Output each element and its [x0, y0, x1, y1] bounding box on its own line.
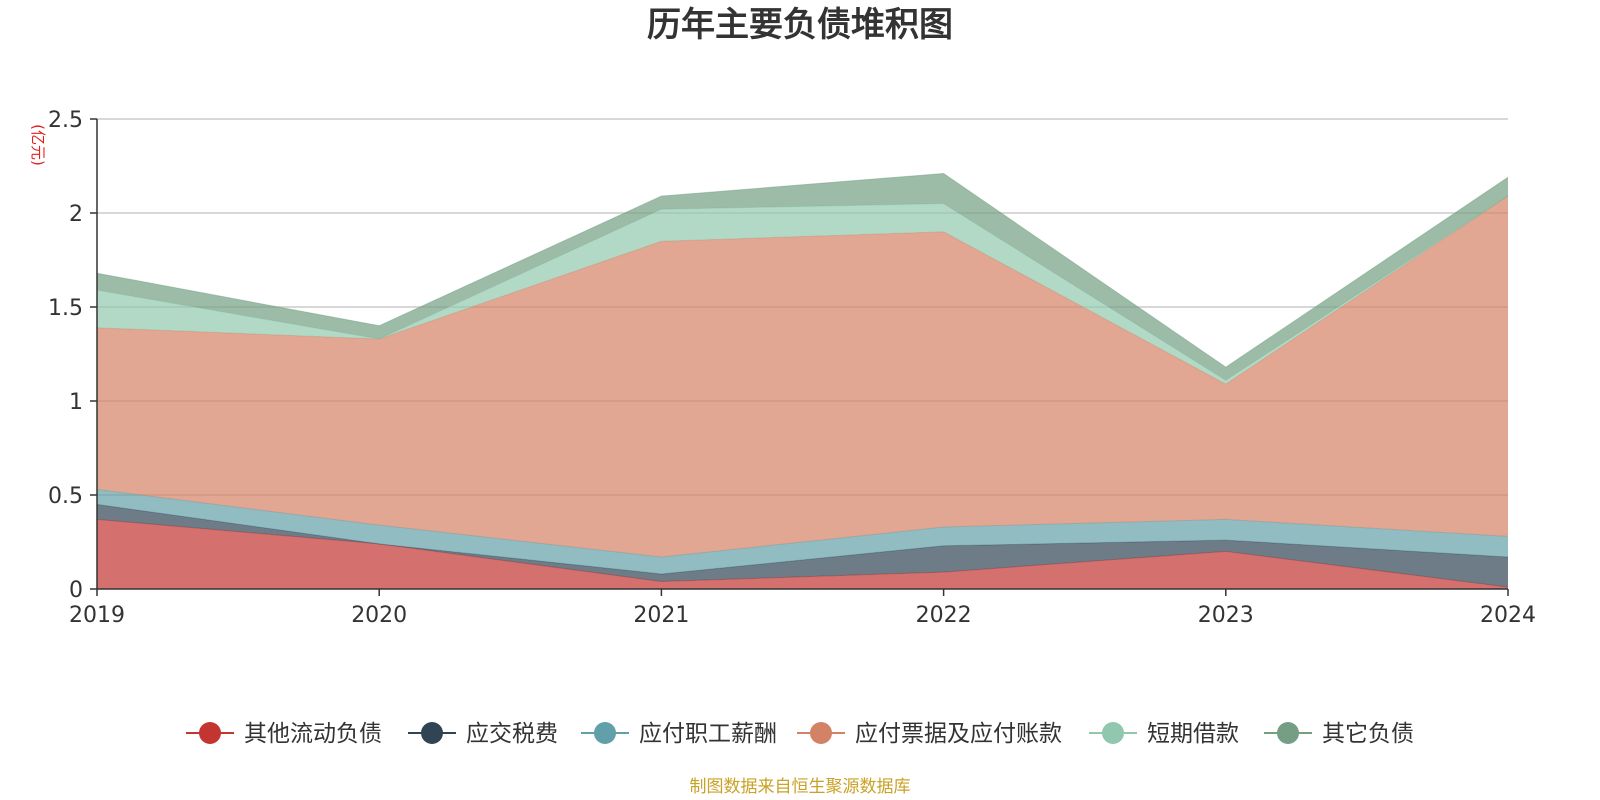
chart-title: 历年主要负债堆积图 — [647, 5, 953, 45]
legend-marker — [1277, 722, 1299, 744]
y-axis-unit-label: (亿元) — [29, 124, 47, 166]
y-tick-label: 0 — [69, 578, 83, 603]
y-tick-label: 1 — [69, 390, 83, 415]
area-series-2 — [97, 489, 1508, 574]
area-series-3 — [97, 196, 1508, 557]
legend-marker — [810, 722, 832, 744]
legend-label: 应交税费 — [466, 721, 558, 747]
y-tick-label: 2 — [69, 202, 83, 227]
series-areas — [96, 172, 1509, 589]
y-tick-label: 0.5 — [48, 484, 83, 509]
area-edge-series-5 — [96, 172, 1509, 368]
legend-label: 短期借款 — [1147, 721, 1239, 747]
area-series-1 — [97, 504, 1508, 588]
area-series-0 — [97, 519, 1508, 589]
x-tick-label: 2020 — [351, 603, 407, 628]
x-tick-label: 2019 — [69, 603, 125, 628]
legend-label: 应付票据及应付账款 — [855, 721, 1062, 747]
x-tick-label: 2022 — [916, 603, 972, 628]
legend-label: 其它负债 — [1322, 721, 1414, 747]
area-series-4 — [97, 196, 1508, 385]
x-tick-label: 2021 — [633, 603, 689, 628]
legend-item-1[interactable]: 应交税费 — [408, 721, 558, 747]
legend-item-4[interactable]: 短期借款 — [1089, 721, 1239, 747]
legend-item-2[interactable]: 应付职工薪酬 — [581, 721, 777, 747]
y-tick-label: 1.5 — [48, 296, 83, 321]
y-tick-label: 2.5 — [48, 108, 83, 133]
legend-item-5[interactable]: 其它负债 — [1264, 721, 1414, 747]
legend-label: 其他流动负债 — [244, 721, 382, 747]
legend-marker — [594, 722, 616, 744]
axes: 0 0.5 1 1.5 2 2.5 2019 2020 2021 2022 2023 2024 — [48, 108, 1536, 628]
x-tick-label: 2023 — [1198, 603, 1254, 628]
legend-label: 应付职工薪酬 — [639, 721, 777, 747]
source-note: 制图数据来自恒生聚源数据库 — [690, 777, 911, 797]
area-series-5 — [97, 173, 1508, 381]
legend-item-3[interactable]: 应付票据及应付账款 — [797, 721, 1062, 747]
legend: 其他流动负债 应交税费 应付职工薪酬 应付票据及应付账款 短期借款 其它负债 — [186, 721, 1414, 747]
legend-marker — [421, 722, 443, 744]
x-tick-label: 2024 — [1480, 603, 1536, 628]
legend-item-0[interactable]: 其他流动负债 — [186, 721, 382, 747]
legend-marker — [199, 722, 221, 744]
legend-marker — [1102, 722, 1124, 744]
